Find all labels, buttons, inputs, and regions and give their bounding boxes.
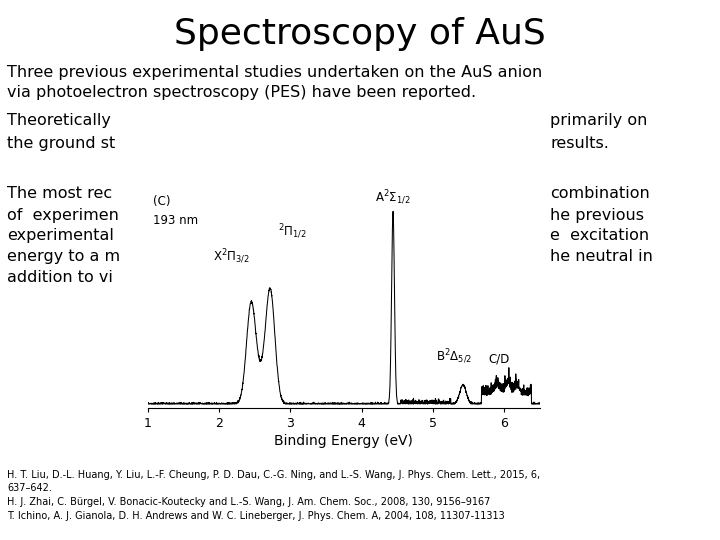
Text: C/D: C/D <box>489 353 510 366</box>
Text: A$^{2}\Sigma_{1/2}$: A$^{2}\Sigma_{1/2}$ <box>375 188 411 207</box>
Text: he neutral in: he neutral in <box>550 249 653 265</box>
Text: e  excitation: e excitation <box>550 228 649 244</box>
Text: 193 nm: 193 nm <box>153 214 199 227</box>
Text: $^{2}\Pi_{1/2}$: $^{2}\Pi_{1/2}$ <box>278 223 307 241</box>
Text: addition to vi: addition to vi <box>7 270 113 285</box>
Text: X$^{2}\Pi_{3/2}$: X$^{2}\Pi_{3/2}$ <box>212 248 250 266</box>
Text: H. J. Zhai, C. Bürgel, V. Bonacic-Koutecky and L.-S. Wang, J. Am. Chem. Soc., 20: H. J. Zhai, C. Bürgel, V. Bonacic-Koutec… <box>7 497 490 507</box>
Text: of  experimen: of experimen <box>7 208 119 223</box>
Text: via photoelectron spectroscopy (PES) have been reported.: via photoelectron spectroscopy (PES) hav… <box>7 85 477 100</box>
Text: H. T. Liu, D.-L. Huang, Y. Liu, L.-F. Cheung, P. D. Dau, C.-G. Ning, and L.-S. W: H. T. Liu, D.-L. Huang, Y. Liu, L.-F. Ch… <box>7 470 540 480</box>
Text: Theoretically: Theoretically <box>7 113 111 129</box>
Text: experimental: experimental <box>7 228 114 244</box>
Text: he previous: he previous <box>550 208 644 223</box>
Text: the ground st: the ground st <box>7 136 115 151</box>
Text: Three previous experimental studies undertaken on the AuS anion: Three previous experimental studies unde… <box>7 65 542 80</box>
Text: results.: results. <box>550 136 609 151</box>
Text: primarily on: primarily on <box>550 113 647 129</box>
Text: 637–642.: 637–642. <box>7 483 52 493</box>
Text: B$^{2}\Delta_{5/2}$: B$^{2}\Delta_{5/2}$ <box>436 347 472 366</box>
Text: Spectroscopy of AuS: Spectroscopy of AuS <box>174 17 546 51</box>
Text: (C): (C) <box>153 195 171 208</box>
X-axis label: Binding Energy (eV): Binding Energy (eV) <box>274 434 413 448</box>
Text: combination: combination <box>550 186 650 201</box>
Text: The most rec: The most rec <box>7 186 112 201</box>
Text: energy to a m: energy to a m <box>7 249 120 265</box>
Text: T. Ichino, A. J. Gianola, D. H. Andrews and W. C. Lineberger, J. Phys. Chem. A, : T. Ichino, A. J. Gianola, D. H. Andrews … <box>7 511 505 521</box>
